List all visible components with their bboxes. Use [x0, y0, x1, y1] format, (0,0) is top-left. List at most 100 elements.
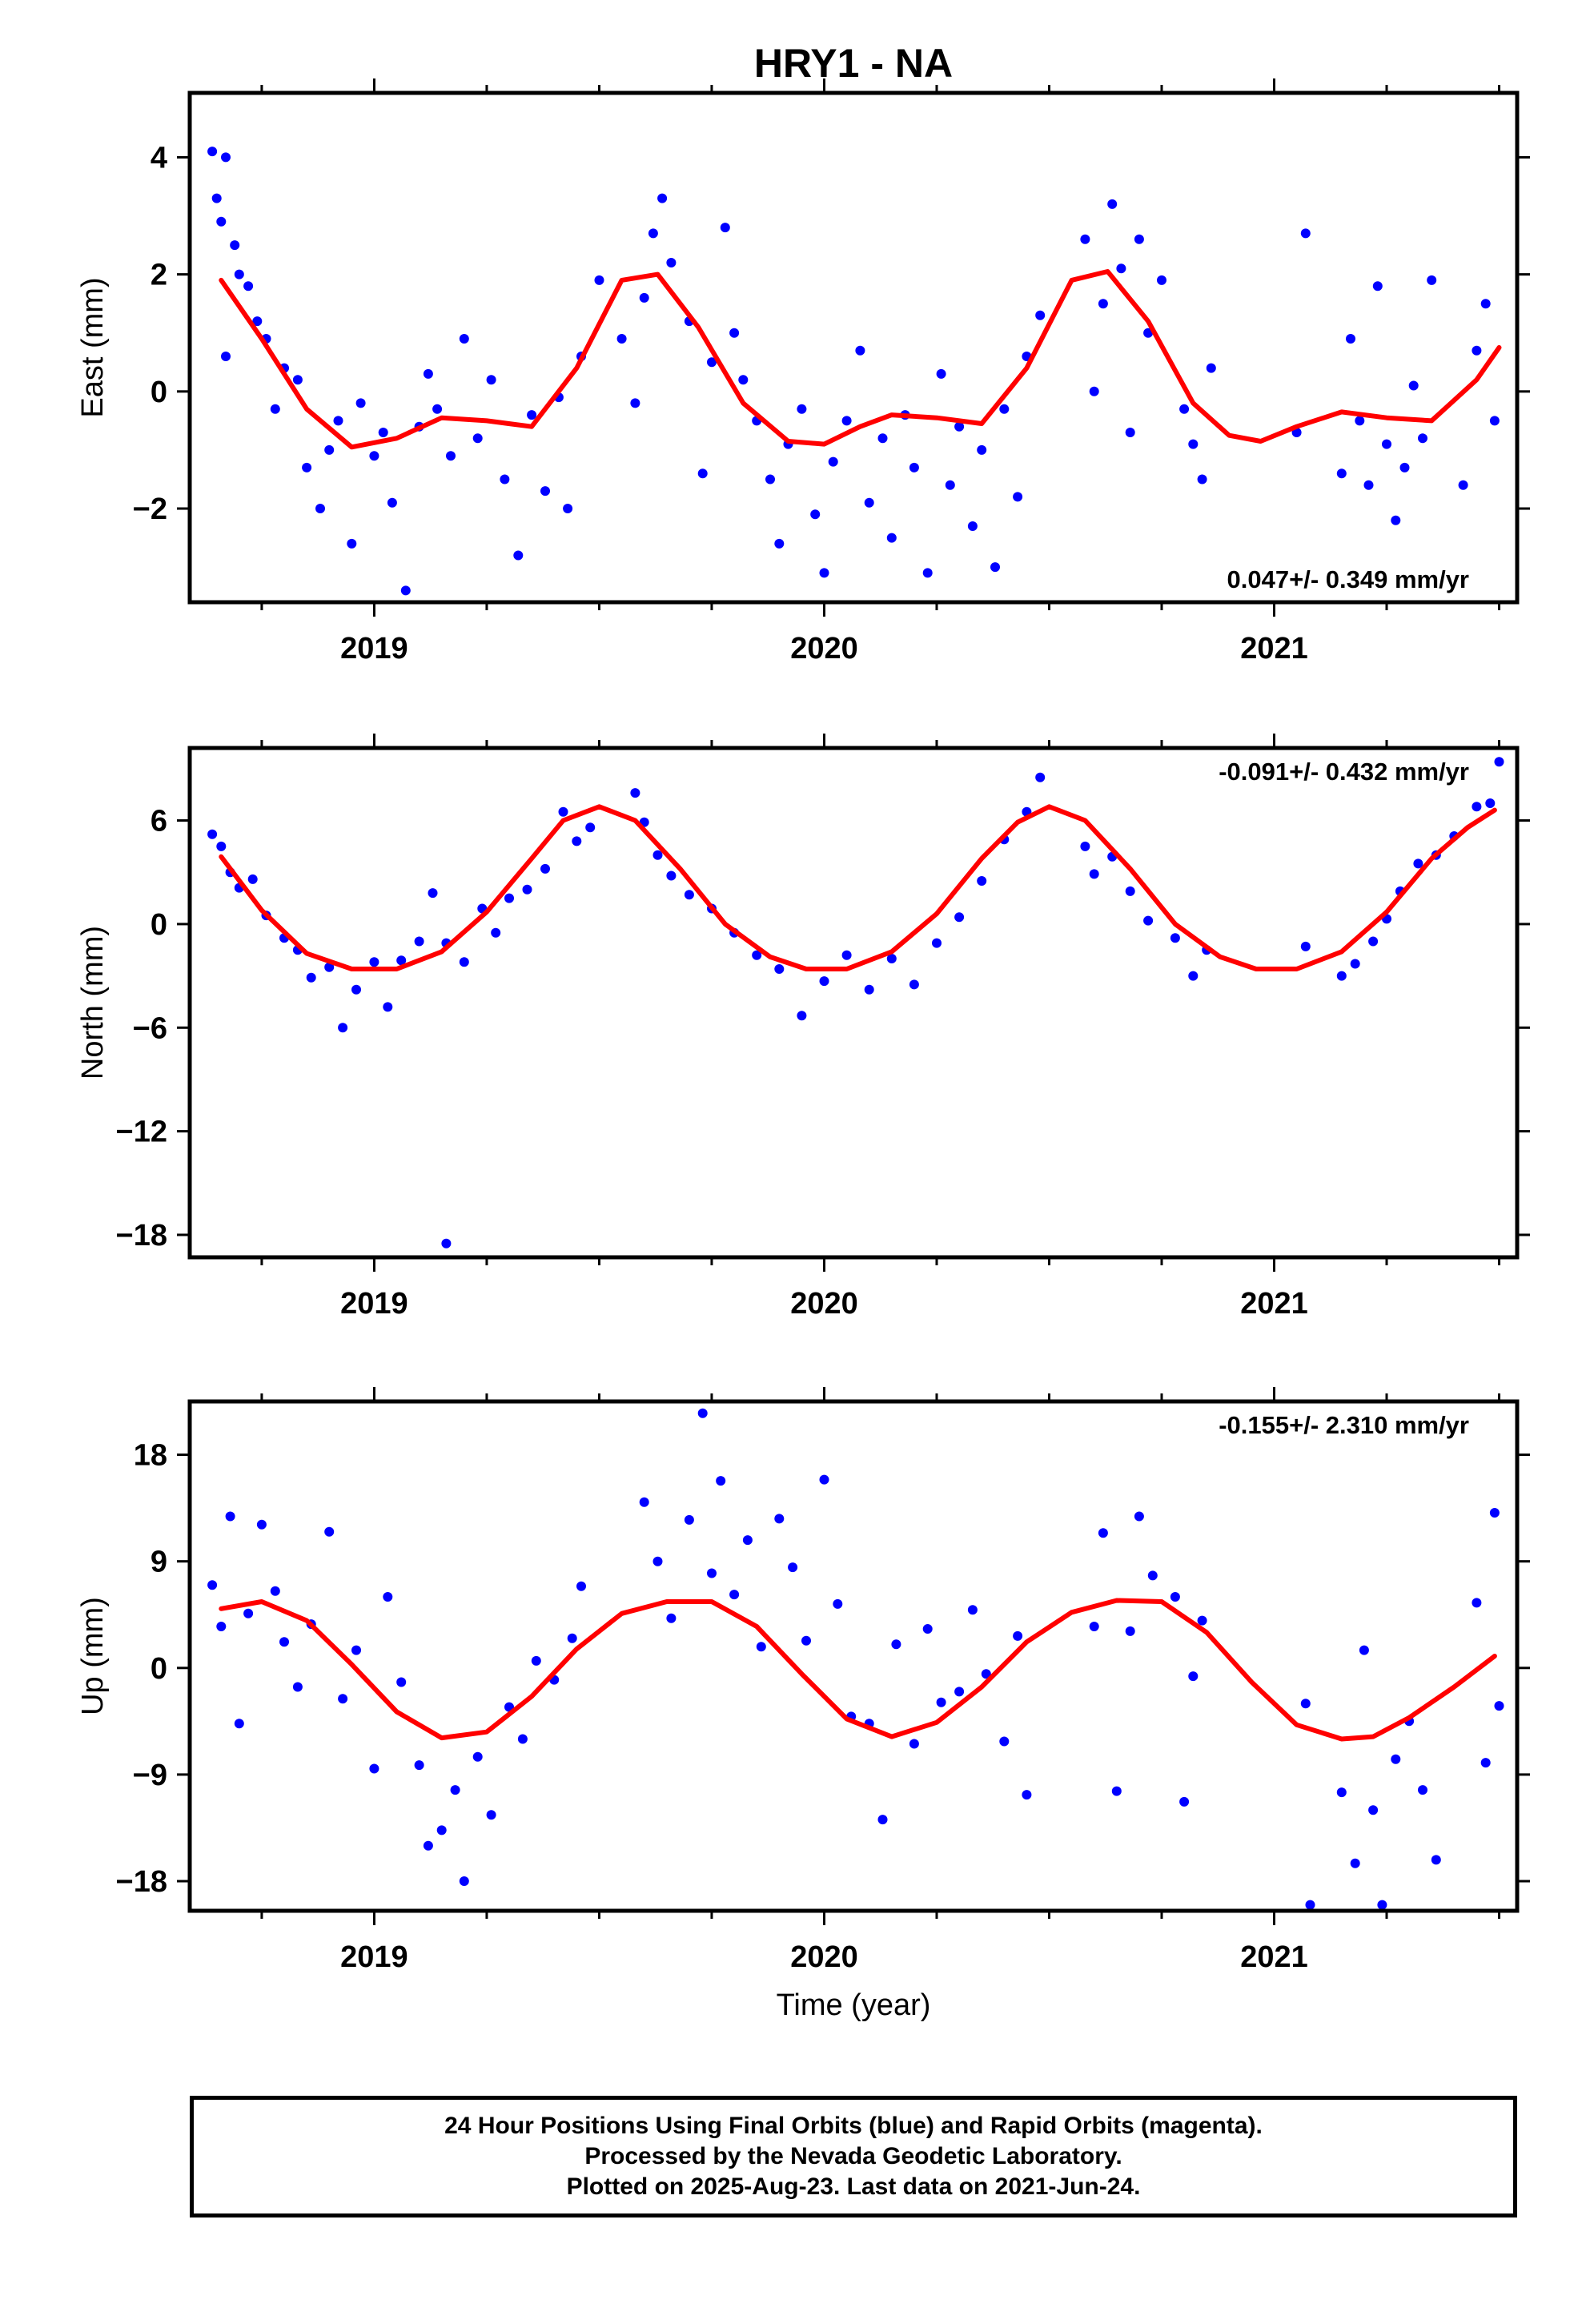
- panel-up-point: [324, 1526, 335, 1537]
- panel-east-point: [540, 486, 550, 497]
- panel-east-point: [446, 451, 456, 461]
- panel-east-xtick-label: 2019: [340, 632, 408, 665]
- panel-up-point: [1359, 1645, 1369, 1655]
- panel-east-point: [207, 147, 218, 157]
- panel-north-point: [351, 984, 361, 995]
- panel-north-fit-line: [219, 804, 1497, 971]
- panel-north-ytick-label: −12: [116, 1116, 167, 1149]
- panel-east-point: [738, 375, 749, 385]
- panel-north: 2019 2020 2021 −18 −12 −6 0 6 North (mm) -0.091+/…: [76, 734, 1530, 1321]
- panel-up-point: [351, 1645, 361, 1655]
- panel-up-point: [891, 1639, 901, 1650]
- panel-up-point: [1480, 1758, 1491, 1768]
- panel-up-point: [788, 1562, 798, 1573]
- panel-up-ytick-label: 0: [151, 1652, 167, 1686]
- panel-east-point: [977, 444, 987, 455]
- panel-east-ytick-label: −2: [133, 493, 167, 526]
- panel-east-ytick-label: 4: [151, 141, 167, 175]
- panel-east-point: [630, 398, 640, 408]
- panel-up-point: [279, 1637, 289, 1647]
- panel-north-xtick-label: 2019: [340, 1287, 408, 1321]
- panel-east-point: [1346, 334, 1355, 344]
- panel-north-point: [1035, 772, 1046, 782]
- chart-panels: 2019 2020 2021 −2 0 2 4 East (mm) 0.047+/- 0.349…: [76, 78, 1530, 1974]
- panel-east-point: [886, 533, 897, 543]
- panel-up-point: [1089, 1622, 1099, 1631]
- panel-up-xtick-label: 2020: [790, 1940, 858, 1974]
- panel-north-point: [491, 927, 501, 938]
- panel-north-point: [585, 822, 596, 833]
- panel-east-point: [1134, 234, 1144, 244]
- panel-north-point: [383, 1002, 393, 1012]
- panel-east-point: [720, 223, 730, 233]
- panel-up-ytick-label: −18: [116, 1865, 167, 1899]
- panel-up-point: [1377, 1900, 1387, 1910]
- panel-north-point: [1413, 858, 1423, 869]
- panel-north-point: [666, 870, 677, 881]
- panel-up-point: [1179, 1796, 1190, 1807]
- panel-up-point: [729, 1590, 740, 1600]
- panel-north-point: [1080, 841, 1090, 851]
- panel-up-point: [1300, 1699, 1311, 1709]
- panel-north-point: [1188, 971, 1199, 981]
- panel-north-point: [1125, 886, 1135, 896]
- panel-east-point: [616, 334, 627, 344]
- panel-north-point: [504, 893, 514, 903]
- panel-up-point: [774, 1514, 785, 1524]
- panel-east-point: [936, 368, 946, 379]
- panel-north-point: [841, 950, 852, 960]
- footer-line-1: 24 Hour Positions Using Final Orbits (bl…: [444, 2113, 1263, 2139]
- panel-east-point: [990, 562, 1000, 573]
- panel-north-ytick-label: −18: [116, 1219, 167, 1252]
- panel-north-frame: [187, 746, 1520, 1260]
- panel-up-point: [292, 1682, 303, 1692]
- panel-up-point: [922, 1624, 933, 1634]
- panel-east-point: [1179, 404, 1190, 414]
- panel-north-point: [216, 841, 227, 851]
- panel-north-point: [752, 950, 762, 960]
- panel-up-point: [697, 1408, 708, 1418]
- panel-up-point: [1022, 1790, 1032, 1800]
- panel-east-point: [1300, 228, 1311, 239]
- panel-east-point: [1427, 275, 1437, 285]
- panel-east-point: [486, 375, 496, 385]
- panel-up-ytick-label: −9: [133, 1759, 167, 1792]
- panel-east-point: [999, 404, 1010, 414]
- panel-east-point: [1116, 263, 1126, 274]
- panel-east-point: [527, 410, 537, 420]
- panel-east-points: [207, 147, 1500, 596]
- panel-north-xtick-label: 2020: [790, 1287, 858, 1321]
- panel-up-point: [801, 1635, 811, 1646]
- panel-up-point: [1170, 1592, 1180, 1602]
- panel-up-point: [1350, 1858, 1360, 1868]
- panel-east-point: [324, 444, 335, 455]
- panel-up-point: [652, 1556, 663, 1566]
- panel-east-point: [864, 497, 874, 508]
- panel-east-point: [707, 357, 717, 368]
- panel-up: 2019 2020 2021 −18 −9 0 9 18 Up (mm) -0.155+/- 2.…: [76, 1387, 1530, 1974]
- panel-east-point: [819, 568, 829, 578]
- panel-east-point: [1188, 439, 1199, 449]
- footer-caption-box: 24 Hour Positions Using Final Orbits (bl…: [190, 2096, 1517, 2217]
- panel-north-point: [1089, 869, 1099, 879]
- panel-east-point: [355, 398, 366, 408]
- panel-east-point: [774, 538, 785, 549]
- panel-north-point: [1368, 936, 1379, 947]
- panel-east-point: [1472, 345, 1482, 356]
- panel-up-point: [396, 1677, 407, 1687]
- panel-north-point: [1300, 941, 1311, 951]
- panel-north-point: [977, 876, 987, 886]
- panel-east-point: [252, 316, 263, 327]
- panel-east-point: [639, 292, 649, 303]
- panel-east-point: [909, 462, 919, 472]
- panel-east-point: [945, 480, 955, 490]
- panel-north-point: [819, 976, 829, 987]
- panel-east-y-axis-label: East (mm): [76, 277, 110, 417]
- panel-north-point: [684, 890, 694, 900]
- panel-up-point: [517, 1734, 528, 1744]
- panel-east-point: [697, 468, 708, 479]
- panel-up-point: [1368, 1805, 1379, 1815]
- panel-east-point: [1489, 416, 1500, 426]
- panel-east-frame: [187, 90, 1520, 605]
